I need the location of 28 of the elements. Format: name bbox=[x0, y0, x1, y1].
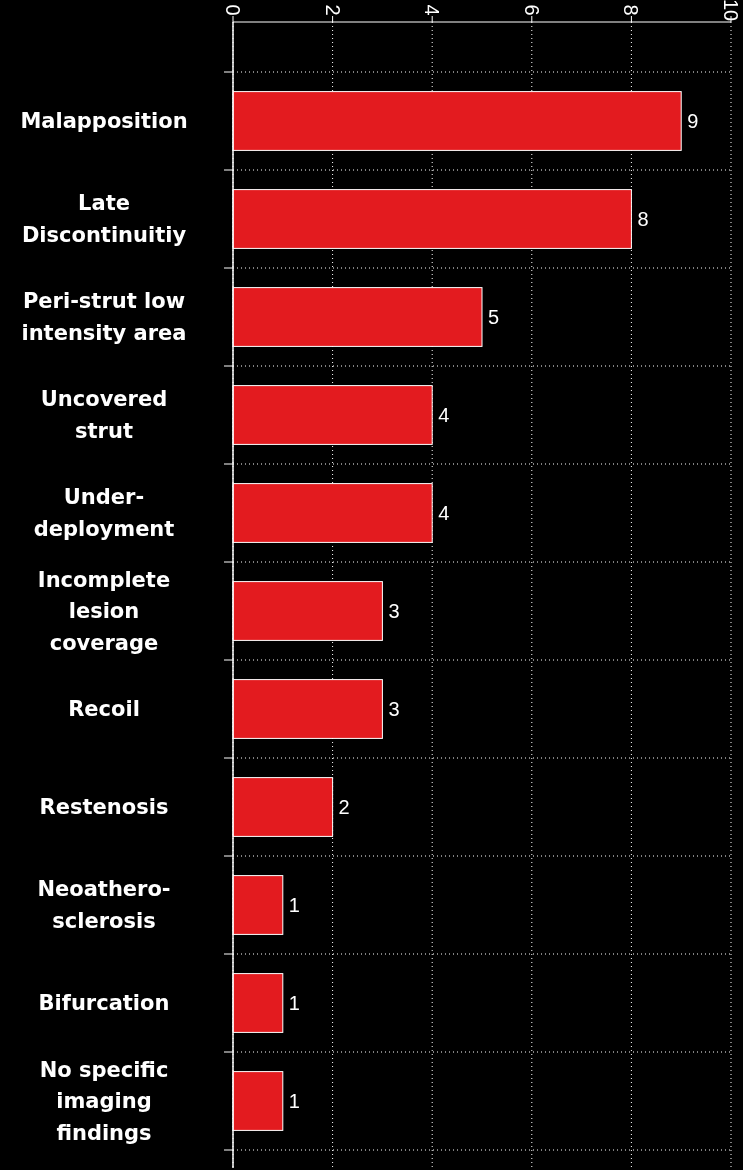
y-tick-label: Neoathero-sclerosis bbox=[37, 877, 171, 933]
data-label: 2 bbox=[338, 796, 350, 818]
data-label: 5 bbox=[488, 306, 500, 328]
data-label: 4 bbox=[438, 502, 450, 524]
x-tick-label: 4 bbox=[421, 4, 444, 16]
data-label: 1 bbox=[288, 894, 300, 916]
y-tick-label: Under-deployment bbox=[33, 485, 175, 541]
data-label: 9 bbox=[687, 110, 699, 132]
y-tick-label: Bifurcation bbox=[38, 991, 170, 1015]
x-tick-label: 8 bbox=[620, 4, 643, 16]
x-tick-label: 10 bbox=[720, 0, 742, 22]
y-tick-label: Late Discontinuitiy bbox=[21, 191, 187, 247]
y-tick-label: No specific imaging findings bbox=[39, 1057, 169, 1145]
y-tick-label: Peri-strut low intensity area bbox=[21, 289, 187, 345]
data-label: 3 bbox=[388, 698, 400, 720]
data-label: 8 bbox=[637, 208, 649, 230]
y-tick-label: Restenosis bbox=[39, 795, 169, 819]
y-tick-label: Recoil bbox=[68, 697, 140, 721]
data-label: 1 bbox=[288, 992, 300, 1014]
x-tick-label: 2 bbox=[321, 4, 344, 16]
x-tick-label: 6 bbox=[520, 4, 543, 16]
x-tick-label: 0 bbox=[222, 4, 244, 16]
data-label: 1 bbox=[288, 1090, 300, 1112]
y-tick-label: Malapposition bbox=[20, 109, 188, 133]
data-label: 3 bbox=[388, 600, 400, 622]
y-tick-label: Uncovered strut bbox=[40, 387, 168, 443]
y-tick-label: Incomplete lesion coverage bbox=[37, 567, 171, 655]
data-label: 4 bbox=[438, 404, 450, 426]
